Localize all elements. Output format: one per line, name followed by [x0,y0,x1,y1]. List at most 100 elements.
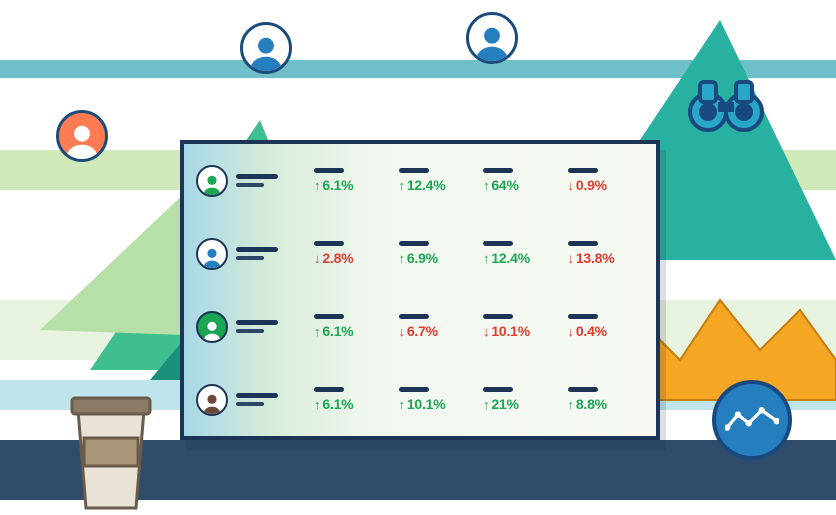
metric-header-placeholder [399,314,429,319]
arrow-up-icon: ↑ [483,178,489,193]
avatar-icon [196,384,228,416]
metric-value: ↓6.7% [399,323,438,339]
metric-value: ↑6.1% [314,323,353,339]
metric-header-placeholder [399,241,429,246]
metric-number: 64% [491,177,518,193]
metric-number: 2.8% [322,250,353,266]
metric-cell: ↑21% [475,387,560,412]
table-row: ↑6.1%↓6.7%↓10.1%↓0.4% [184,290,656,363]
metric-value: ↓0.4% [568,323,607,339]
metric-number: 6.7% [407,323,438,339]
metric-header-placeholder [568,168,598,173]
avatar-icon [196,238,228,270]
metric-header-placeholder [314,387,344,392]
user-name-placeholder [236,393,278,406]
metric-header-placeholder [483,168,513,173]
metric-header-placeholder [568,314,598,319]
metrics-panel: ↑6.1%↑12.4%↑64%↓0.9%↓2.8%↑6.9%↑12.4%↓13.… [180,140,660,440]
arrow-up-icon: ↑ [483,397,489,412]
arrow-down-icon: ↓ [399,324,405,339]
metric-cell: ↓6.7% [391,314,476,339]
arrow-up-icon: ↑ [399,178,405,193]
arrow-up-icon: ↑ [314,178,320,193]
arrow-up-icon: ↑ [314,324,320,339]
metric-value: ↑6.1% [314,177,353,193]
metric-header-placeholder [314,168,344,173]
arrow-up-icon: ↑ [483,251,489,266]
metric-value: ↑21% [483,396,519,412]
arrow-down-icon: ↓ [483,324,489,339]
metric-cell: ↑12.4% [475,241,560,266]
metric-header-placeholder [568,241,598,246]
avatar-icon [196,165,228,197]
metric-number: 12.4% [407,177,446,193]
chart-badge-icon [712,380,792,460]
metric-number: 10.1% [407,396,446,412]
metric-cell: ↓2.8% [306,241,391,266]
arrow-down-icon: ↓ [568,178,574,193]
arrow-up-icon: ↑ [399,397,405,412]
metric-number: 12.4% [491,250,530,266]
metric-value: ↑6.1% [314,396,353,412]
metric-value: ↑64% [483,177,519,193]
metric-header-placeholder [483,241,513,246]
arrow-up-icon: ↑ [314,397,320,412]
arrow-down-icon: ↓ [314,251,320,266]
metric-value: ↓0.9% [568,177,607,193]
metric-value: ↓10.1% [483,323,530,339]
metric-cell: ↑10.1% [391,387,476,412]
metric-number: 0.4% [576,323,607,339]
metric-number: 6.1% [322,396,353,412]
metric-number: 6.9% [407,250,438,266]
metric-number: 8.8% [576,396,607,412]
metric-value: ↑8.8% [568,396,607,412]
metric-cell: ↑6.1% [306,168,391,193]
coffee-cup-icon [66,380,156,500]
user-name-placeholder [236,320,278,333]
metric-cell: ↑12.4% [391,168,476,193]
metric-number: 6.1% [322,323,353,339]
metric-value: ↑10.1% [399,396,446,412]
metric-header-placeholder [568,387,598,392]
metric-number: 13.8% [576,250,615,266]
floating-avatar-icon [466,12,518,64]
user-cell [196,238,306,270]
arrow-up-icon: ↑ [399,251,405,266]
table-row: ↓2.8%↑6.9%↑12.4%↓13.8% [184,217,656,290]
metric-cell: ↓0.9% [560,168,645,193]
metric-cell: ↑8.8% [560,387,645,412]
metric-value: ↑12.4% [399,177,446,193]
metric-header-placeholder [314,241,344,246]
metric-cell: ↑64% [475,168,560,193]
user-cell [196,311,306,343]
metrics-rows: ↑6.1%↑12.4%↑64%↓0.9%↓2.8%↑6.9%↑12.4%↓13.… [184,144,656,436]
metric-cell: ↓13.8% [560,241,645,266]
metric-cell: ↓0.4% [560,314,645,339]
metric-cell: ↓10.1% [475,314,560,339]
metric-cell: ↑6.1% [306,314,391,339]
metric-value: ↑6.9% [399,250,438,266]
metric-header-placeholder [483,314,513,319]
arrow-down-icon: ↓ [568,251,574,266]
metric-value: ↓2.8% [314,250,353,266]
table-row: ↑6.1%↑10.1%↑21%↑8.8% [184,363,656,436]
metric-number: 21% [491,396,518,412]
metric-header-placeholder [399,387,429,392]
user-name-placeholder [236,247,278,260]
metric-header-placeholder [399,168,429,173]
metric-value: ↑12.4% [483,250,530,266]
metric-header-placeholder [314,314,344,319]
arrow-up-icon: ↑ [568,397,574,412]
metric-number: 10.1% [491,323,530,339]
metric-header-placeholder [483,387,513,392]
metric-number: 0.9% [576,177,607,193]
metric-value: ↓13.8% [568,250,615,266]
user-cell [196,384,306,416]
table-row: ↑6.1%↑12.4%↑64%↓0.9% [184,144,656,217]
user-name-placeholder [236,174,278,187]
user-cell [196,165,306,197]
floating-avatar-icon [240,22,292,74]
metric-cell: ↑6.1% [306,387,391,412]
avatar-icon [196,311,228,343]
arrow-down-icon: ↓ [568,324,574,339]
